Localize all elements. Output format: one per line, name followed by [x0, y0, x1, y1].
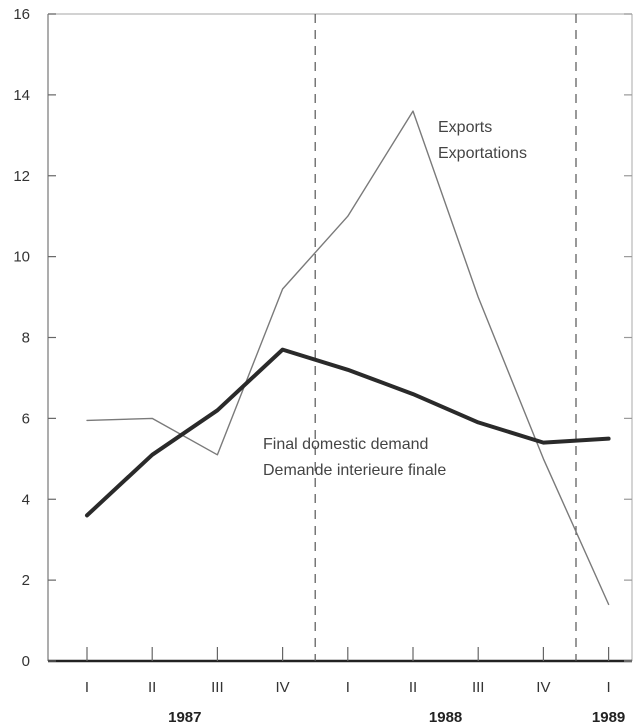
- year-label: 1989: [592, 709, 625, 726]
- exports-label: Exports: [438, 119, 492, 136]
- y-tick-label: 0: [22, 653, 30, 670]
- plot-frame: [47, 13, 633, 663]
- x-tick-label: III: [211, 679, 224, 696]
- year-label: 1987: [168, 709, 201, 726]
- year-dividers: [314, 14, 577, 661]
- year-label: 1988: [429, 709, 462, 726]
- x-tick-label: I: [607, 679, 611, 696]
- y-tick-label: 8: [22, 330, 30, 347]
- y-tick-label: 4: [22, 491, 30, 508]
- domestic-demand-label: Final domestic demand: [263, 436, 428, 453]
- y-axis: 0 2 4 6 8 10 12 14 16: [13, 6, 632, 670]
- y-tick-label: 10: [13, 249, 30, 266]
- series-lines: [85, 110, 611, 606]
- x-tick-label: I: [85, 679, 89, 696]
- domestic-demand-label: Demande interieure finale: [263, 462, 446, 479]
- exports-label: Exportations: [438, 145, 527, 162]
- x-tick-label: I: [346, 679, 350, 696]
- x-tick-label: II: [148, 679, 156, 696]
- domestic-demand-line: [85, 347, 611, 518]
- y-tick-label: 16: [13, 6, 30, 23]
- series-labels: Exports Exportations Final domestic demand…: [263, 119, 527, 479]
- exports-line: [86, 110, 610, 606]
- x-tick-label: IV: [276, 679, 290, 696]
- x-tick-label: IV: [536, 679, 550, 696]
- y-tick-label: 14: [13, 87, 30, 104]
- y-tick-label: 12: [13, 168, 30, 185]
- x-tick-label: II: [409, 679, 417, 696]
- y-tick-label: 6: [22, 410, 30, 427]
- x-tick-label: III: [472, 679, 485, 696]
- y-tick-label: 2: [22, 572, 30, 589]
